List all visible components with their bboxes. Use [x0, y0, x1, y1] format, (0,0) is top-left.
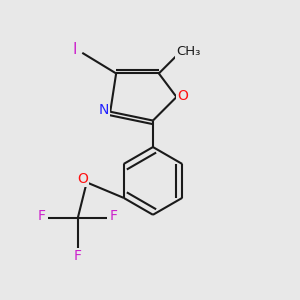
Text: F: F	[110, 209, 118, 223]
Text: F: F	[38, 209, 46, 223]
Text: CH₃: CH₃	[176, 45, 200, 58]
Text: I: I	[73, 42, 77, 57]
Text: F: F	[74, 249, 82, 263]
Text: O: O	[177, 88, 188, 103]
Text: O: O	[77, 172, 88, 186]
Text: N: N	[99, 103, 109, 117]
